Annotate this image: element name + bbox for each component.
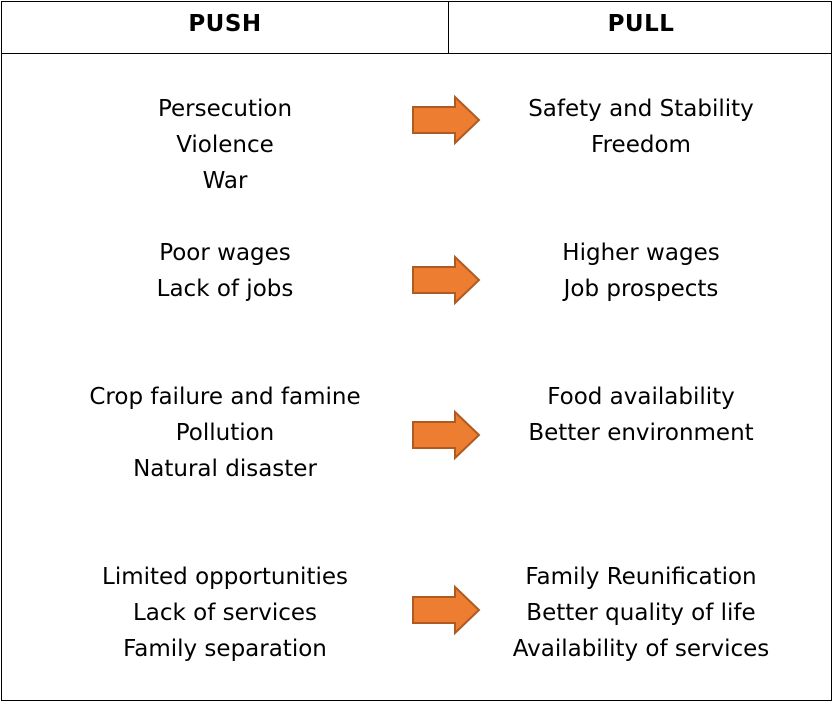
push-factors: Persecution Violence War: [2, 91, 448, 199]
pull-factors: Higher wages Job prospects: [449, 235, 833, 307]
right-arrow-icon: [412, 254, 481, 306]
pull-factor: Family Reunification: [525, 564, 757, 590]
push-factor: Natural disaster: [133, 456, 317, 482]
push-factor: Crop failure and famine: [89, 384, 361, 410]
push-factor: Family separation: [123, 636, 327, 662]
right-arrow-icon: [412, 409, 481, 461]
right-arrow-icon: [412, 584, 481, 636]
push-factor: Violence: [176, 132, 274, 158]
pull-factors: Safety and Stability Freedom: [449, 91, 833, 163]
pull-factor: Better environment: [528, 420, 754, 446]
pull-factor: Better quality of life: [526, 600, 756, 626]
push-factor: War: [202, 168, 248, 194]
push-factor: Limited opportunities: [102, 564, 348, 590]
pull-header: PULL: [607, 11, 675, 37]
push-factors: Crop failure and famine Pollution Natura…: [2, 379, 448, 487]
right-arrow-icon: [412, 94, 481, 146]
push-factor: Pollution: [175, 420, 275, 446]
pull-factor: Safety and Stability: [528, 96, 754, 122]
pull-factor: Job prospects: [563, 276, 719, 302]
pull-factor: Availability of services: [512, 636, 770, 662]
pull-factors: Family Reunification Better quality of l…: [449, 559, 833, 667]
push-factors: Poor wages Lack of jobs: [2, 235, 448, 307]
pull-factor: Higher wages: [562, 240, 720, 266]
push-factor: Lack of services: [132, 600, 318, 626]
table-header: PUSH PULL: [2, 2, 831, 54]
push-header: PUSH: [188, 11, 262, 37]
push-factor: Lack of jobs: [156, 276, 294, 302]
push-factors: Limited opportunities Lack of services F…: [2, 559, 448, 667]
pull-factor: Food availability: [547, 384, 735, 410]
pull-factors: Food availability Better environment: [449, 379, 833, 451]
pull-factor: Freedom: [591, 132, 691, 158]
push-factor: Poor wages: [159, 240, 291, 266]
header-divider: [448, 2, 449, 54]
push-factor: Persecution: [157, 96, 293, 122]
